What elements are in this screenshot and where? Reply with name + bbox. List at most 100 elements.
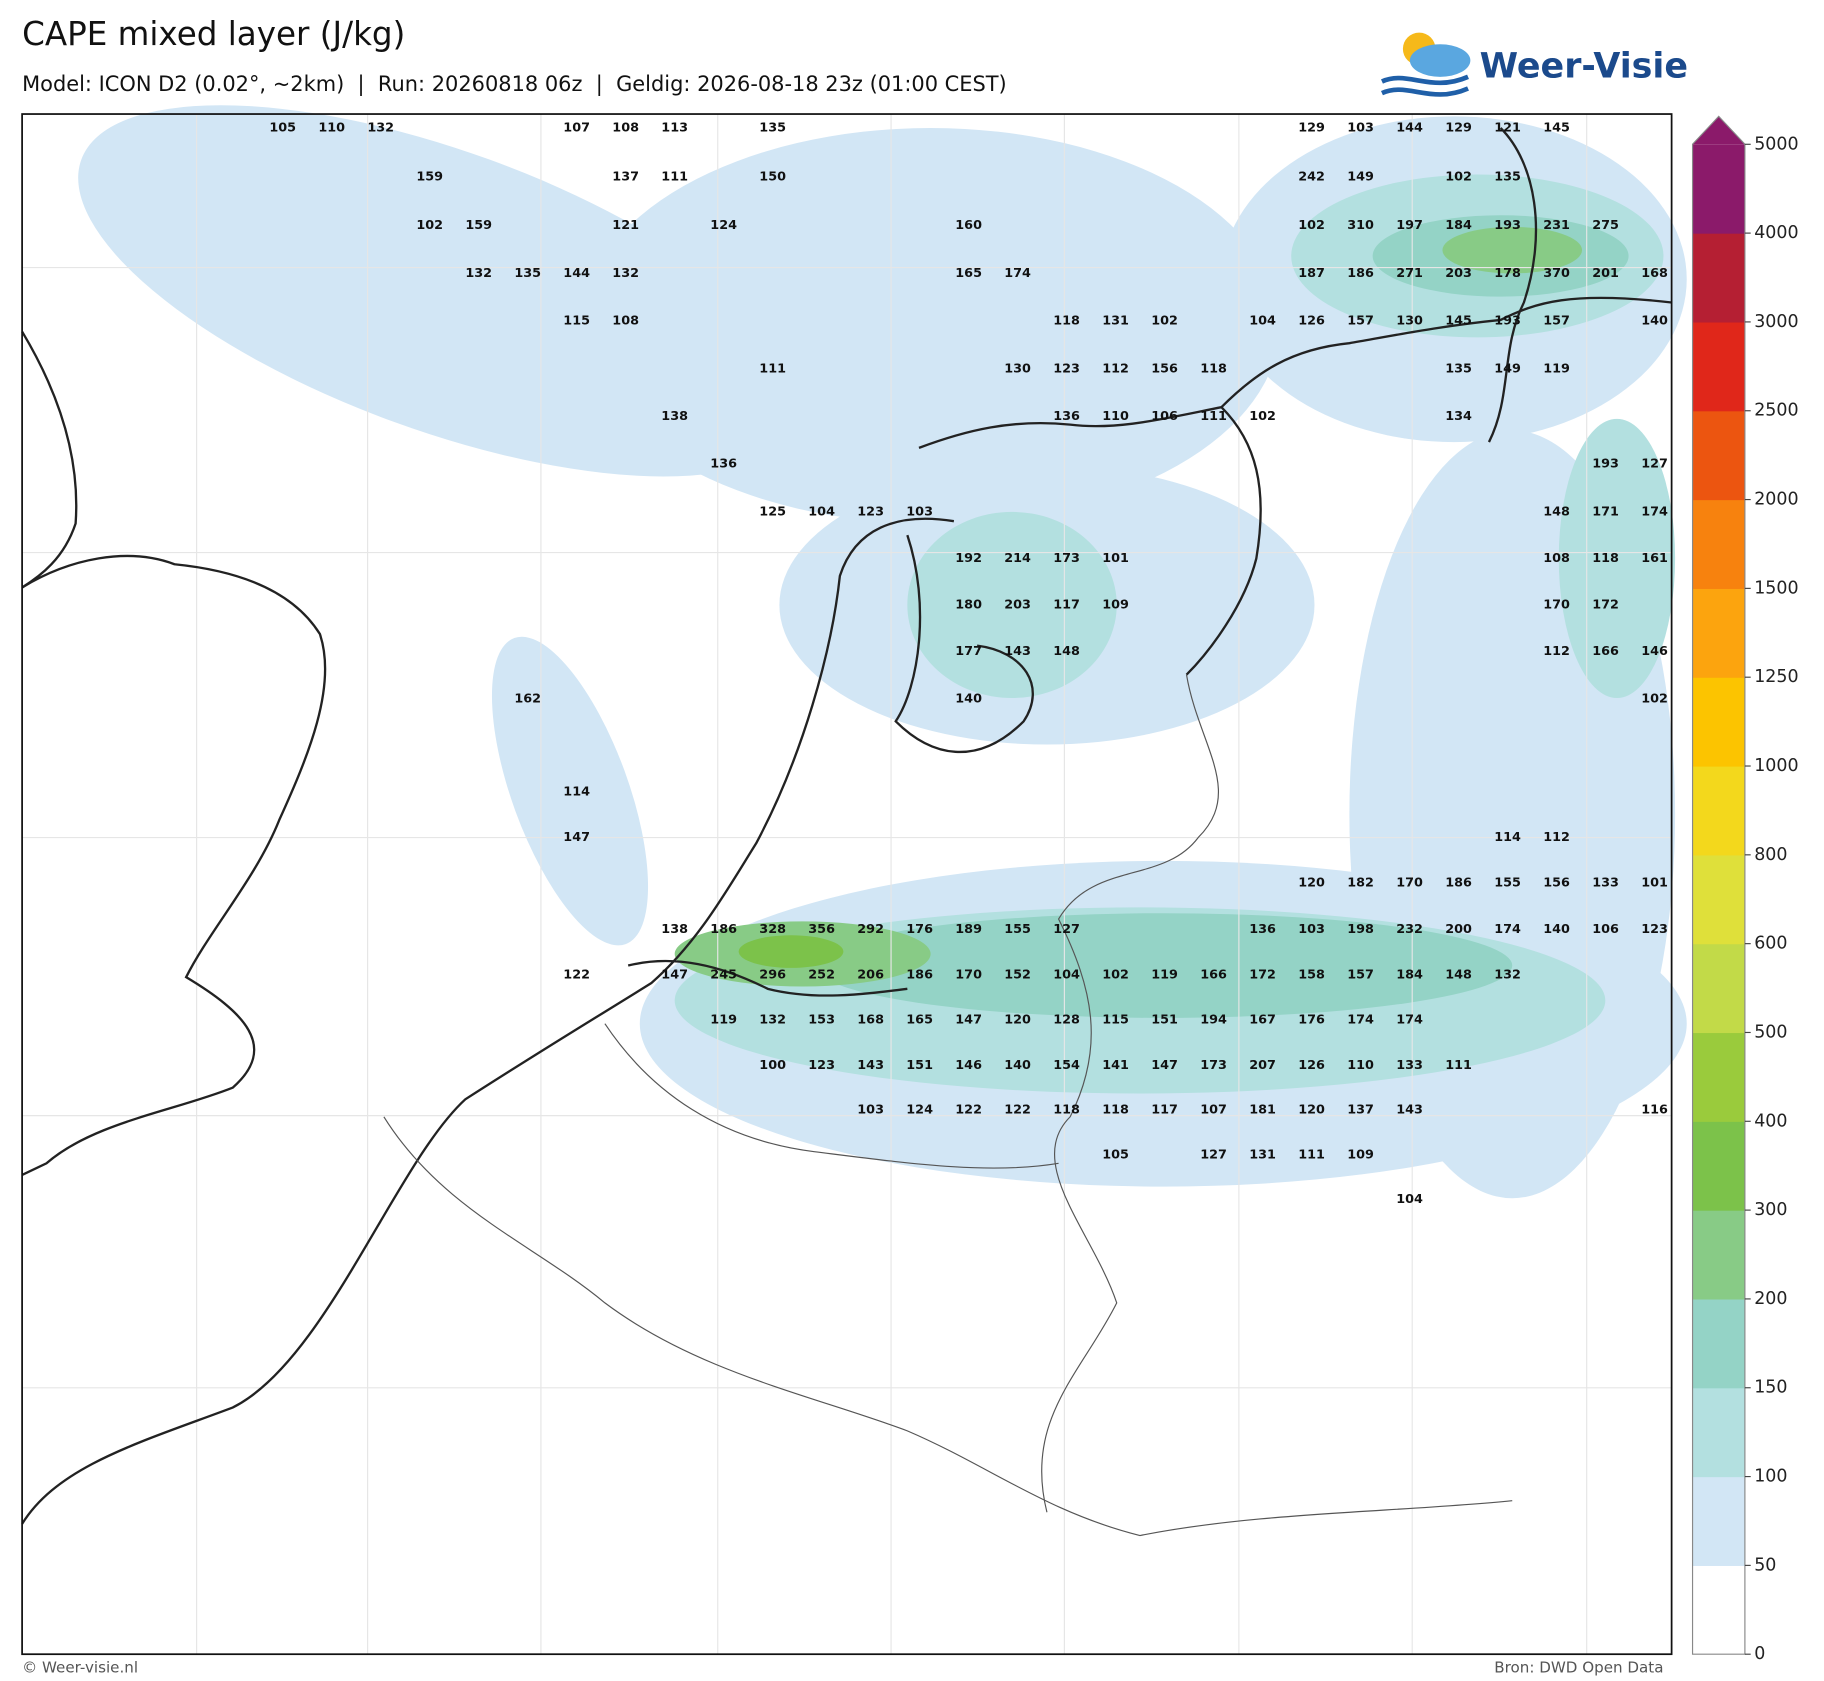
cape-label: 150	[759, 169, 786, 184]
cape-label: 119	[1151, 967, 1178, 982]
cape-label: 123	[857, 504, 884, 519]
coast	[894, 534, 1034, 754]
cape-label: 152	[1004, 967, 1031, 982]
cape-label: 170	[1396, 875, 1423, 890]
cape-label: 186	[1347, 266, 1374, 281]
cape-label: 147	[1151, 1058, 1178, 1073]
cape-label: 144	[563, 266, 590, 281]
cape-label: 193	[1494, 218, 1521, 233]
cape-label: 194	[1200, 1013, 1227, 1028]
cape-label: 186	[710, 922, 737, 937]
cape-label: 116	[1641, 1102, 1668, 1117]
cape-label: 140	[1543, 922, 1570, 937]
cape-label: 126	[1298, 314, 1325, 329]
cape-label: 103	[857, 1102, 884, 1117]
cape-label: 136	[710, 457, 737, 472]
logo: Weer-Visie	[1380, 32, 1688, 97]
cape-label: 147	[955, 1013, 982, 1028]
cape-label: 129	[1298, 121, 1325, 136]
cape-label: 203	[1445, 266, 1472, 281]
map-frame	[21, 113, 1673, 1656]
cape-label: 156	[1543, 875, 1570, 890]
cape-label: 143	[1004, 644, 1031, 659]
cape-label: 245	[710, 967, 737, 982]
colorbar-tick-label: 400	[1754, 1111, 1787, 1131]
shade	[581, 128, 1280, 524]
coastlines	[21, 127, 1672, 1525]
colorbar-tick-label: 300	[1754, 1200, 1787, 1220]
colorbar-tick-label: 50	[1754, 1555, 1776, 1575]
cape-label: 135	[1445, 361, 1472, 376]
colorbar-outline	[1691, 115, 1746, 1655]
cape-label: 166	[1200, 967, 1227, 982]
cape-label: 200	[1445, 922, 1472, 937]
cape-label: 180	[955, 597, 982, 612]
cape-label: 118	[1102, 1102, 1129, 1117]
border	[383, 1116, 1513, 1537]
cape-label: 105	[1102, 1148, 1129, 1163]
colorbar-tick-label: 2500	[1754, 401, 1798, 421]
cape-label: 120	[1298, 1102, 1325, 1117]
cape-label: 157	[1543, 314, 1570, 329]
cape-label: 154	[1053, 1058, 1080, 1073]
graticule	[22, 114, 1672, 1655]
cape-label: 132	[1494, 967, 1521, 982]
cape-label: 138	[661, 922, 688, 937]
cape-label: 138	[661, 409, 688, 424]
cape-label: 310	[1347, 218, 1374, 233]
cape-label: 296	[759, 967, 786, 982]
cape-label: 131	[1102, 314, 1129, 329]
cape-label: 124	[906, 1102, 933, 1117]
coast	[21, 517, 955, 1525]
cape-label: 104	[1396, 1192, 1423, 1207]
cape-label: 207	[1249, 1058, 1276, 1073]
colorbar-bin	[1692, 233, 1745, 323]
cape-label: 112	[1543, 830, 1570, 845]
cape-label: 156	[1151, 361, 1178, 376]
cape-label: 148	[1543, 504, 1570, 519]
cape-label: 151	[1151, 1013, 1178, 1028]
map: 105 110 132 107 108 113 135 129 103 144 129 121 145 1…	[21, 105, 1687, 1656]
logo-waves	[1380, 74, 1469, 97]
colorbar-bin	[1692, 854, 1745, 945]
cape-label: 136	[1249, 922, 1276, 937]
cape-label: 174	[1004, 266, 1031, 281]
cape-label: 122	[563, 967, 590, 982]
cape-label: 149	[1347, 169, 1374, 184]
colorbar-extension	[1692, 116, 1745, 145]
cape-label: 127	[1053, 922, 1080, 937]
cape-label: 103	[1347, 121, 1374, 136]
cape-label: 135	[514, 266, 541, 281]
shade	[1558, 418, 1676, 698]
cape-label: 275	[1592, 218, 1619, 233]
cape-label: 177	[955, 644, 982, 659]
cape-label: 146	[1641, 644, 1668, 659]
cape-label: 214	[1004, 551, 1031, 566]
cape-label: 131	[1249, 1148, 1276, 1163]
colorbar-bin	[1692, 1565, 1745, 1655]
cape-label: 118	[1592, 551, 1619, 566]
cape-label: 158	[1298, 967, 1325, 982]
cape-label: 111	[1445, 1058, 1472, 1073]
cape-label: 143	[857, 1058, 884, 1073]
cape-label: 112	[1543, 644, 1570, 659]
border	[604, 1023, 1059, 1169]
cape-label: 166	[1592, 644, 1619, 659]
colorbar-bin	[1692, 144, 1745, 234]
colorbar-bin	[1692, 1121, 1745, 1211]
colorbar-bin	[1692, 321, 1745, 412]
cape-label: 159	[416, 169, 443, 184]
cape-label: 149	[1494, 361, 1521, 376]
cape-label: 292	[857, 922, 884, 937]
cape-label: 102	[416, 218, 443, 233]
cape-label: 127	[1200, 1148, 1227, 1163]
cape-label: 107	[1200, 1102, 1227, 1117]
coast	[1185, 406, 1262, 676]
cape-label: 130	[1396, 314, 1423, 329]
colorbar-bin	[1692, 677, 1745, 767]
cape-label: 231	[1543, 218, 1570, 233]
cape-label: 114	[563, 785, 590, 800]
cape-label: 133	[1396, 1058, 1423, 1073]
cape-label: 165	[906, 1013, 933, 1028]
